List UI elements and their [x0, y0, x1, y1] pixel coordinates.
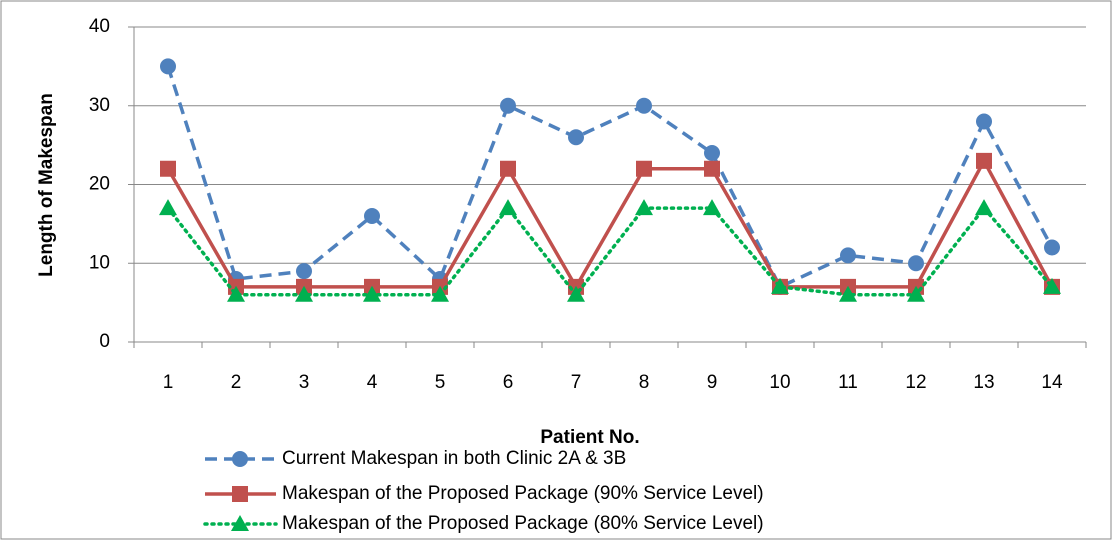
- x-tick-label: 6: [503, 372, 514, 393]
- x-tick-label: 12: [905, 372, 926, 393]
- x-tick-label: 11: [838, 372, 858, 393]
- legend-marker: [232, 451, 248, 467]
- point: [499, 199, 517, 216]
- x-tick-label: 4: [367, 372, 378, 393]
- point: [500, 97, 516, 114]
- x-tick-label: 9: [707, 372, 718, 393]
- point: [636, 97, 652, 114]
- point: [975, 199, 993, 216]
- y-tick-label: 30: [89, 95, 110, 116]
- legend-label: Current Makespan in both Clinic 2A & 3B: [282, 448, 626, 469]
- point: [840, 247, 856, 264]
- y-tick-label: 40: [89, 16, 110, 37]
- point: [431, 285, 449, 302]
- x-tick-label: 1: [163, 372, 174, 393]
- point: [839, 285, 857, 302]
- point: [227, 285, 245, 302]
- y-tick-label: 10: [89, 252, 110, 273]
- point: [771, 277, 789, 294]
- point: [635, 199, 653, 216]
- point: [636, 160, 652, 177]
- point: [363, 285, 381, 302]
- point: [500, 160, 516, 177]
- point: [568, 129, 584, 146]
- point: [976, 152, 992, 169]
- x-tick-label: 10: [769, 372, 790, 393]
- x-tick-label: 7: [571, 372, 582, 393]
- x-tick-label: 2: [231, 372, 242, 393]
- series-line: [166, 205, 1054, 298]
- point: [704, 145, 720, 161]
- x-tick-label: 5: [435, 372, 446, 393]
- point: [908, 255, 924, 272]
- point: [704, 160, 720, 177]
- point: [703, 199, 721, 216]
- point: [295, 285, 313, 302]
- y-axis-label: Length of Makespan: [36, 93, 57, 277]
- x-tick-label: 14: [1041, 372, 1063, 393]
- y-tick-label: 20: [89, 174, 110, 195]
- legend-label: Makespan of the Proposed Package (90% Se…: [282, 483, 764, 504]
- point: [364, 208, 380, 224]
- point: [160, 58, 176, 75]
- x-tick-label: 3: [299, 372, 310, 393]
- x-axis-label: Patient No.: [540, 427, 639, 448]
- point: [1044, 239, 1060, 256]
- legend-marker: [231, 515, 249, 531]
- y-tick-label: 0: [99, 331, 110, 352]
- point: [567, 285, 585, 302]
- point: [1043, 277, 1061, 294]
- point: [907, 285, 925, 302]
- point: [160, 160, 176, 177]
- series-line: [166, 65, 1054, 290]
- point: [159, 199, 177, 216]
- point: [976, 113, 992, 130]
- x-tick-label: 13: [973, 372, 994, 393]
- point: [296, 263, 312, 280]
- legend-marker: [232, 486, 248, 502]
- legend-label: Makespan of the Proposed Package (80% Se…: [282, 513, 764, 534]
- series-line: [166, 157, 1054, 291]
- x-tick-label: 8: [639, 372, 650, 393]
